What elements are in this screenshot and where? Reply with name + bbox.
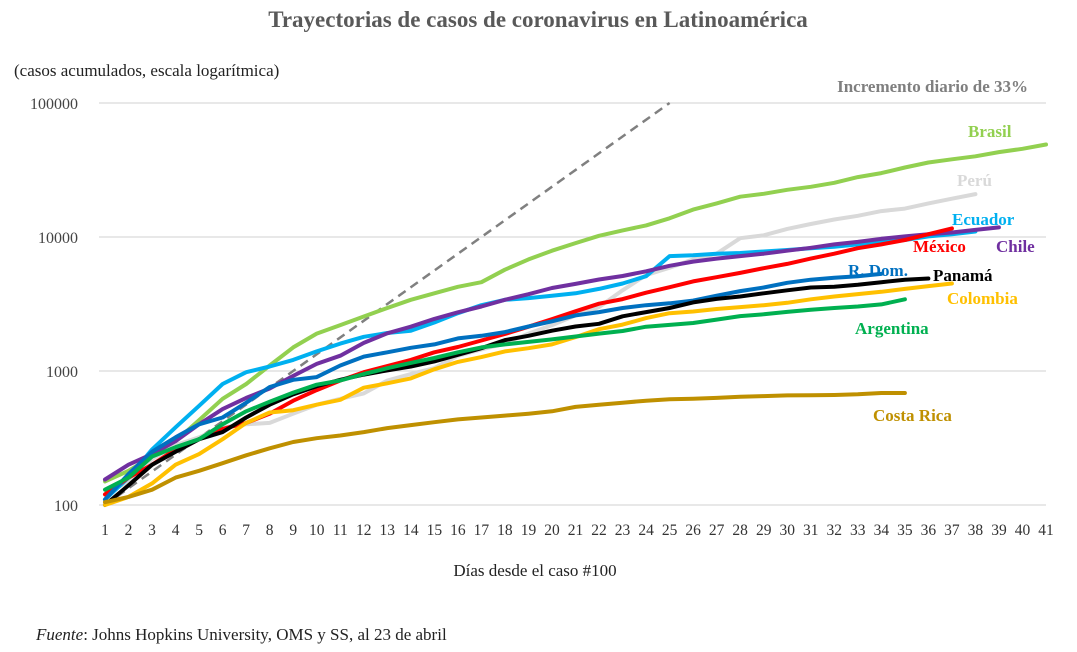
- series-line-colombia: [103, 281, 954, 507]
- x-tick-label: 11: [333, 522, 348, 539]
- x-tick-label: 19: [521, 522, 537, 539]
- source-note: Fuente: Johns Hopkins University, OMS y …: [35, 625, 447, 644]
- x-tick-label: 20: [544, 522, 560, 539]
- series-line-ecuador: [103, 229, 978, 502]
- series-label: Brasil: [968, 122, 1012, 141]
- x-tick-label: 18: [497, 522, 513, 539]
- series-labels: Brasil Perú Ecuador Chile México R. Dom. Panam…: [848, 122, 1035, 425]
- reference-line: [104, 101, 671, 507]
- series-line-chile: [103, 225, 1001, 482]
- x-tick-label: 15: [427, 522, 443, 539]
- y-axis-ticks: 100 1000 10000 100000: [30, 96, 78, 515]
- y-tick-label: 100000: [30, 96, 78, 113]
- x-tick-label: 38: [968, 522, 984, 539]
- x-tick-label: 22: [591, 522, 607, 539]
- series-label: Costa Rica: [873, 406, 952, 425]
- x-tick-label: 41: [1038, 522, 1054, 539]
- series-label: Ecuador: [952, 210, 1015, 229]
- source-text: : Johns Hopkins University, OMS y SS, al…: [83, 625, 447, 644]
- y-tick-label: 1000: [46, 364, 78, 381]
- series-line-r-dom: [103, 271, 884, 502]
- x-tick-label: 34: [874, 522, 890, 539]
- x-tick-label: 4: [172, 522, 180, 539]
- x-tick-label: 31: [803, 522, 819, 539]
- x-tick-label: 40: [1015, 522, 1031, 539]
- x-axis-ticks: 1 2 3 4 5 6 7 8 9 10 11 12 13 14 15 16 17 18 19 20 21 22 23 24 2…: [101, 522, 1054, 539]
- series-label: Argentina: [855, 319, 929, 338]
- x-tick-label: 1: [101, 522, 109, 539]
- reference-line-group: [104, 101, 671, 507]
- x-tick-label: 9: [289, 522, 297, 539]
- series-line-peru: [103, 192, 978, 497]
- x-tick-label: 10: [309, 522, 325, 539]
- x-tick-label: 36: [921, 522, 937, 539]
- x-tick-label: 35: [897, 522, 913, 539]
- x-tick-label: 26: [685, 522, 701, 539]
- x-tick-label: 17: [474, 522, 490, 539]
- x-tick-label: 3: [148, 522, 156, 539]
- series-lines: [103, 142, 1048, 507]
- gridlines: [99, 102, 1046, 506]
- series-line-argentina: [103, 297, 907, 492]
- series-label: México: [913, 237, 966, 256]
- x-tick-label: 6: [219, 522, 227, 539]
- series-label: Chile: [996, 237, 1035, 256]
- series-line-brasil: [103, 142, 1048, 484]
- series-label: R. Dom.: [848, 261, 908, 280]
- series-line-mexico: [103, 226, 954, 497]
- y-tick-label: 100: [54, 498, 78, 515]
- x-tick-label: 33: [850, 522, 866, 539]
- x-tick-label: 5: [195, 522, 203, 539]
- x-tick-label: 30: [779, 522, 795, 539]
- series-label: Colombia: [947, 289, 1018, 308]
- x-tick-label: 14: [403, 522, 419, 539]
- x-tick-label: 32: [827, 522, 843, 539]
- chart-title: Trayectorias de casos de coronavirus en …: [268, 7, 808, 32]
- x-axis-label: Días desde el caso #100: [453, 561, 616, 580]
- x-tick-label: 27: [709, 522, 725, 539]
- source-prefix: Fuente: [35, 625, 84, 644]
- series-line-panama: [103, 276, 931, 507]
- x-tick-label: 8: [266, 522, 274, 539]
- x-tick-label: 39: [991, 522, 1007, 539]
- series-line-costa-rica: [103, 391, 907, 505]
- reference-line-label: Incremento diario de 33%: [837, 77, 1028, 96]
- x-tick-label: 28: [732, 522, 748, 539]
- x-tick-label: 25: [662, 522, 678, 539]
- x-tick-label: 37: [944, 522, 960, 539]
- x-tick-label: 21: [568, 522, 584, 539]
- x-tick-label: 12: [356, 522, 372, 539]
- chart-subtitle: (casos acumulados, escala logarítmica): [14, 61, 279, 80]
- x-tick-label: 13: [380, 522, 396, 539]
- x-tick-label: 2: [125, 522, 133, 539]
- series-label: Panamá: [933, 266, 993, 285]
- x-tick-label: 23: [615, 522, 631, 539]
- x-tick-label: 16: [450, 522, 466, 539]
- x-tick-label: 29: [756, 522, 772, 539]
- y-tick-label: 10000: [38, 230, 78, 247]
- x-tick-label: 24: [638, 522, 654, 539]
- series-label: Perú: [957, 171, 992, 190]
- x-tick-label: 7: [242, 522, 250, 539]
